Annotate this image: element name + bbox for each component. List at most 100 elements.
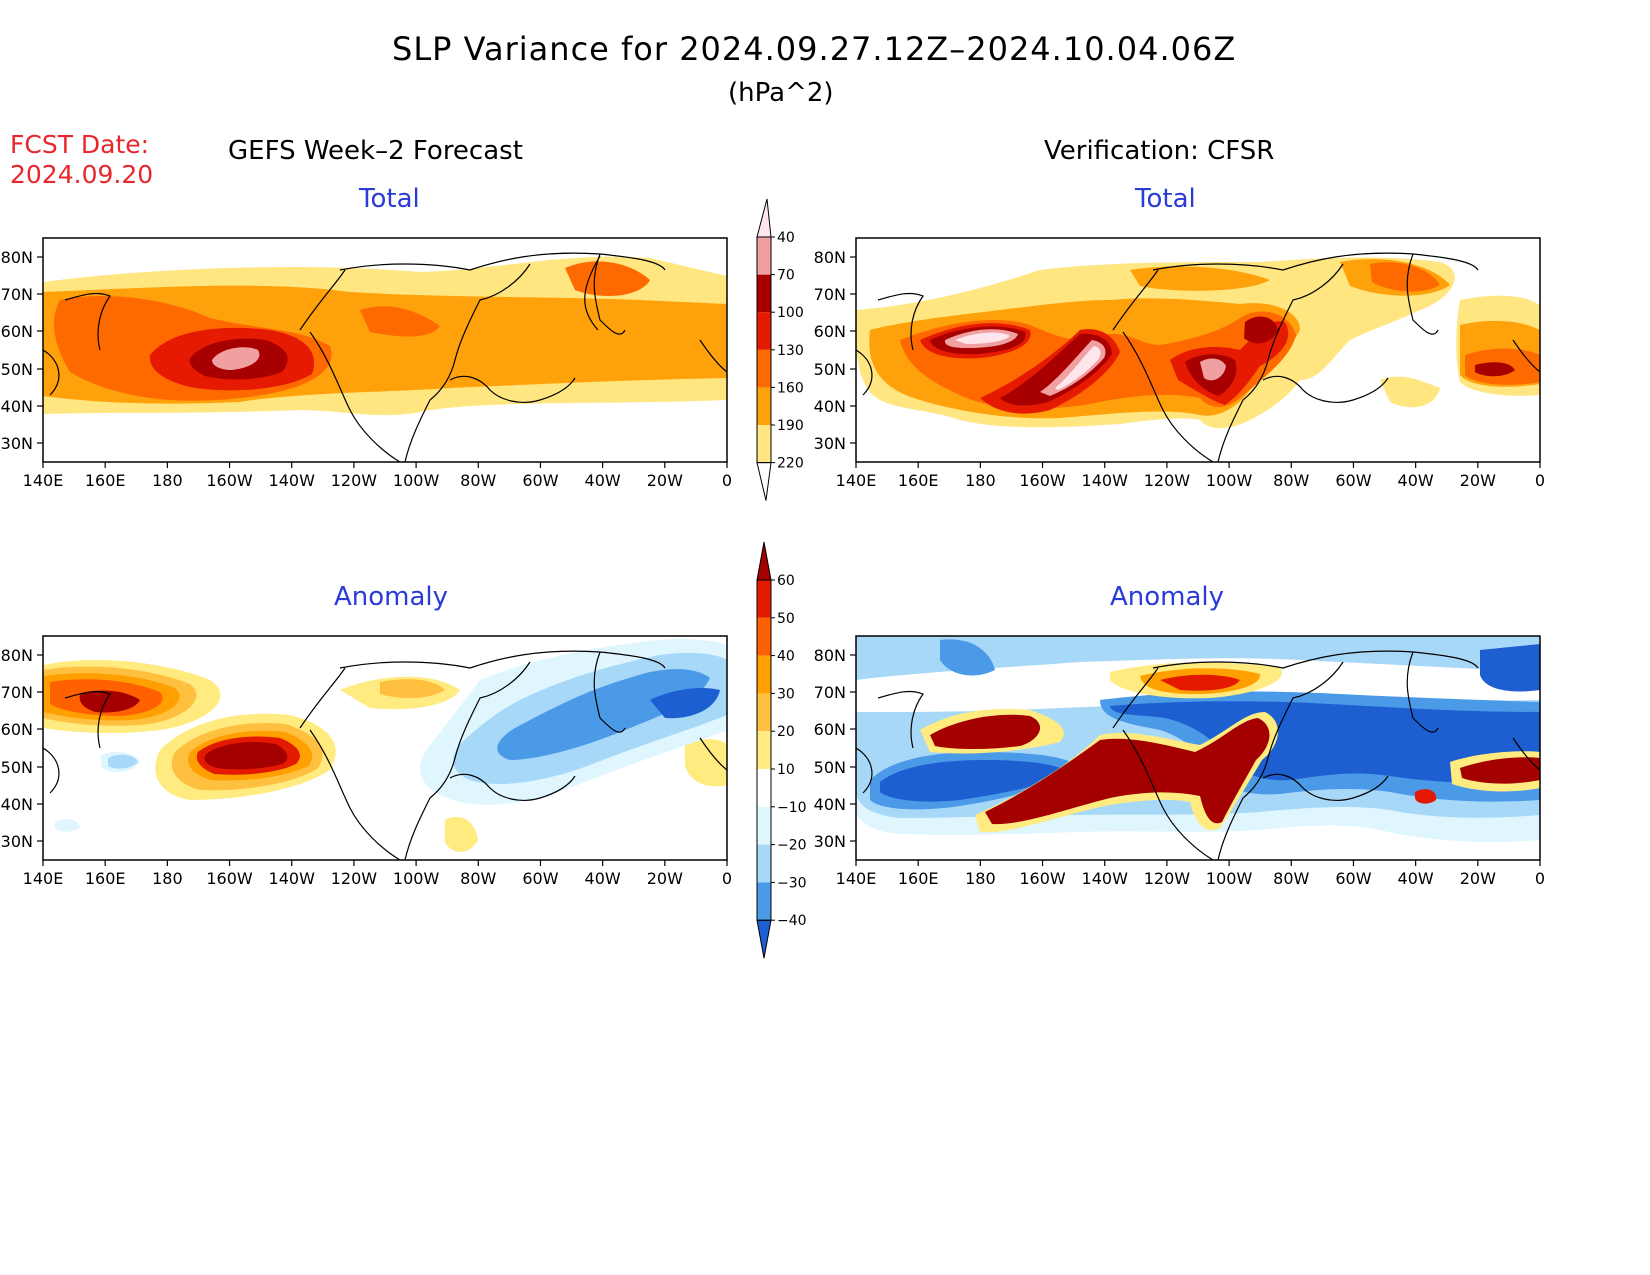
lat-tick-label: 70N [1, 285, 33, 304]
colorbar-label: 50 [777, 611, 795, 627]
right-heading: Verification: CFSR [1044, 136, 1275, 166]
contour-190 [212, 347, 260, 370]
colorbar-swatch [757, 425, 771, 463]
lon-tick-label: 140E [23, 869, 64, 888]
lon-tick-label: 120W [331, 869, 378, 888]
panel-label-forecast-total: Total [359, 184, 420, 214]
colorbar-label: 60 [777, 573, 795, 589]
colorbar-label: −10 [777, 800, 807, 816]
colorbar-swatch [757, 882, 771, 921]
lon-tick-label: 40W [1398, 471, 1434, 490]
colorbar-swatch [757, 237, 771, 275]
lat-tick-label: 60N [814, 720, 846, 739]
lon-tick-label: 20W [1460, 471, 1496, 490]
colorbar-swatch [757, 387, 771, 425]
colorbar-swatch [757, 349, 771, 388]
lon-tick-label: 40W [585, 471, 621, 490]
left-heading: GEFS Week–2 Forecast [228, 136, 523, 166]
colorbar-swatch [757, 617, 771, 656]
lon-tick-label: 60W [1335, 869, 1371, 888]
panel-label-verification-anomaly: Anomaly [1110, 582, 1225, 612]
contour-220b [1055, 346, 1101, 390]
colorbar-swatch [757, 731, 771, 769]
map-panel-verification-anomaly [856, 636, 1540, 860]
lat-tick-label: 60N [814, 322, 846, 341]
lon-tick-label: 160E [898, 471, 939, 490]
lon-tick-label: 20W [647, 471, 683, 490]
lat-tick-label: 70N [814, 285, 846, 304]
colorbar-label: −40 [777, 913, 807, 929]
contour-40c [1380, 376, 1440, 408]
anomaly-pos-10e [685, 739, 727, 787]
panel-label-verification-total: Total [1135, 184, 1196, 214]
colorbar-label: −30 [777, 875, 807, 891]
lon-tick-label: 0 [1535, 471, 1545, 490]
lon-tick-label: 140W [1082, 471, 1129, 490]
lon-tick-label: 160W [1019, 869, 1066, 888]
lon-tick-label: 160W [1019, 471, 1066, 490]
lon-tick-label: 100W [1206, 471, 1253, 490]
colorbar-swatch [757, 769, 771, 807]
colorbar-label: 220 [777, 456, 804, 472]
lon-tick-label: 140W [269, 471, 316, 490]
anomaly-pos-60b [985, 718, 1270, 825]
panel-label-forecast-anomaly: Anomaly [334, 582, 449, 612]
lat-tick-label: 50N [1, 758, 33, 777]
anomaly-neg-30b [650, 688, 720, 719]
lat-tick-label: 60N [1, 322, 33, 341]
lon-tick-label: 140E [836, 471, 877, 490]
lon-tick-label: 80W [1273, 869, 1309, 888]
contour-70b [1130, 266, 1270, 291]
colorbar-swatch [757, 580, 771, 618]
lon-tick-label: 120W [331, 471, 378, 490]
colorbar-swatch [757, 844, 771, 883]
lon-tick-label: 140W [1082, 869, 1129, 888]
anomaly-neg-30 [497, 669, 710, 760]
colorbar-label: 190 [777, 418, 804, 434]
anomaly-pos-10d [445, 816, 478, 852]
anomaly-neg-20b [108, 754, 138, 769]
lat-tick-label: 70N [814, 683, 846, 702]
lon-tick-label: 80W [460, 471, 496, 490]
colorbar-label: 10 [777, 762, 795, 778]
lon-tick-label: 100W [393, 869, 440, 888]
anomaly-neg-30 [940, 639, 995, 676]
colorbar-label: 40 [777, 230, 795, 246]
lat-tick-label: 80N [814, 248, 846, 267]
lat-tick-label: 30N [814, 832, 846, 851]
lat-tick-label: 60N [1, 720, 33, 739]
lon-tick-label: 160W [206, 471, 253, 490]
lat-tick-label: 80N [814, 646, 846, 665]
colorbar-swatch [757, 693, 771, 732]
lon-tick-label: 100W [393, 471, 440, 490]
colorbar-swatch [757, 806, 771, 845]
colorbar-label: −20 [777, 838, 807, 854]
lat-tick-label: 50N [814, 758, 846, 777]
map-frame-forecast-anomaly [42, 635, 728, 861]
anomaly-neg-40b [880, 760, 1066, 802]
contour-160d [1244, 316, 1278, 344]
colorbar-outline [756, 579, 772, 921]
lon-tick-label: 0 [722, 471, 732, 490]
colorbar-anomaly: 60 50 40 30 20 10 −10 −20 −30 −40 [756, 541, 807, 959]
lon-tick-label: 0 [1535, 869, 1545, 888]
colorbar-label: 20 [777, 724, 795, 740]
colorbar-swatch [757, 274, 771, 313]
anomaly-neg-40c [1480, 644, 1540, 692]
units-label: (hPa^2) [728, 78, 834, 108]
colorbar-label: 70 [777, 268, 795, 284]
colorbar-arrow-top [756, 198, 772, 238]
lon-tick-label: 80W [460, 869, 496, 888]
lat-tick-label: 40N [814, 795, 846, 814]
contour-190c [1200, 358, 1226, 381]
map-frame-verification-total [855, 237, 1541, 463]
map-panel-forecast-total [43, 252, 727, 462]
lat-tick-label: 50N [814, 360, 846, 379]
colorbar-label: 130 [777, 343, 804, 359]
coastline [43, 650, 727, 860]
lon-tick-label: 60W [1335, 471, 1371, 490]
contour-100b [360, 306, 440, 337]
map-frame-forecast-total [42, 237, 728, 463]
coastline [856, 252, 1540, 462]
